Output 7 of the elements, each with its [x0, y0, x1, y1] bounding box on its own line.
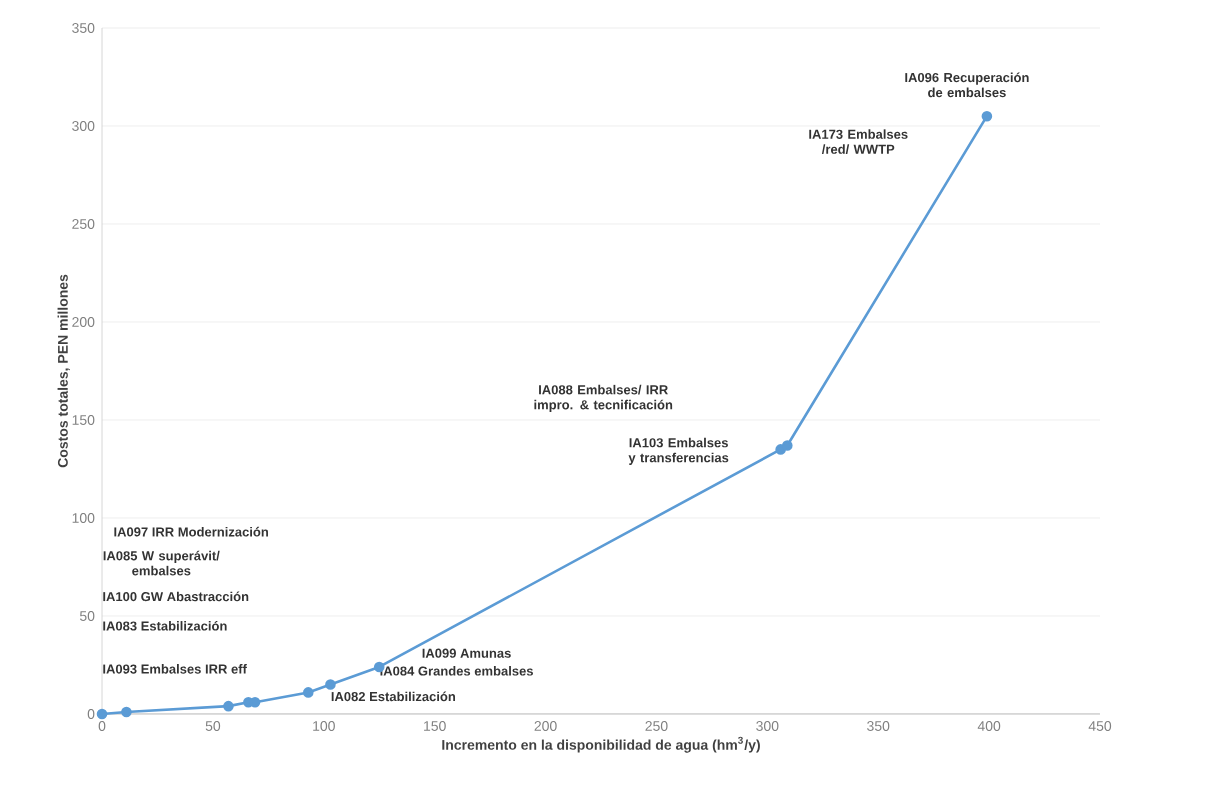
point	[782, 440, 793, 451]
point	[981, 110, 993, 122]
point	[325, 679, 336, 690]
point	[96, 708, 108, 720]
point	[302, 687, 314, 698]
point	[223, 700, 234, 712]
point	[121, 706, 132, 718]
